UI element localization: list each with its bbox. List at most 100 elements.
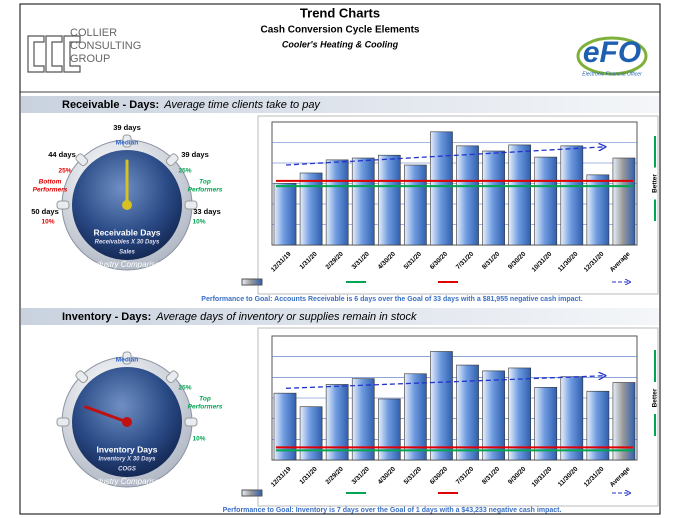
x-tick-label: 7/31/20 bbox=[455, 250, 476, 271]
bar bbox=[482, 150, 505, 246]
section-heading: Receivable - Days: Average time clients t… bbox=[62, 99, 321, 111]
legend-swatch bbox=[241, 278, 263, 286]
gauge-hub bbox=[122, 200, 132, 210]
x-tick-label: 11/30/20 bbox=[557, 465, 580, 488]
bar bbox=[273, 392, 297, 461]
section-title: Receivable - Days: bbox=[62, 99, 159, 111]
gauge-label: 39 days bbox=[113, 123, 141, 132]
legend-swatch bbox=[241, 489, 263, 497]
x-tick-label: 4/30/20 bbox=[377, 250, 398, 271]
gauge-tick bbox=[75, 370, 89, 384]
x-tick-label: 7/31/20 bbox=[455, 465, 476, 486]
footer-note: Performance to Goal: Inventory is 7 days… bbox=[223, 507, 562, 514]
gauge-tick bbox=[165, 153, 179, 167]
logo-right: eFO bbox=[583, 36, 641, 69]
bar bbox=[430, 131, 453, 246]
logo-caption: Electronic Financial Officer bbox=[582, 71, 642, 77]
side-label: Better bbox=[652, 174, 659, 193]
gauge-label: 25% bbox=[178, 385, 191, 392]
section-heading: Inventory - Days: Average days of invento… bbox=[62, 311, 417, 323]
gauge-label: 10% bbox=[192, 219, 205, 226]
section-band bbox=[21, 96, 659, 113]
gauge-label: Industry Comparison bbox=[90, 260, 164, 269]
x-tick-label: 8/31/20 bbox=[481, 465, 502, 486]
gauge-label: Top bbox=[199, 179, 211, 186]
chart-box bbox=[257, 327, 659, 507]
x-tick-label: 10/31/20 bbox=[531, 250, 554, 273]
trend-line bbox=[285, 147, 605, 166]
logo-text: GROUP bbox=[70, 53, 110, 65]
x-tick-label: 3/31/20 bbox=[351, 250, 372, 271]
gauge-label: Inventory X 30 Days bbox=[98, 457, 156, 463]
x-tick-label: 5/31/20 bbox=[403, 250, 424, 271]
bar bbox=[325, 159, 349, 246]
gauge-tick bbox=[165, 370, 179, 384]
logo-swoosh bbox=[576, 36, 648, 76]
x-tick-label: 2/29/20 bbox=[325, 250, 346, 271]
gauge-label: Bottom bbox=[39, 179, 62, 186]
logo-left bbox=[27, 35, 81, 73]
gauge-label: 25% bbox=[178, 168, 191, 175]
bar bbox=[534, 156, 558, 246]
bar bbox=[534, 387, 558, 461]
bar bbox=[586, 390, 610, 461]
gauge-label: Receivables X 30 Days bbox=[95, 240, 160, 246]
gauge-label: Industry Comparison bbox=[90, 477, 164, 486]
x-tick-label: 5/31/20 bbox=[403, 465, 424, 486]
section-band bbox=[21, 308, 659, 325]
side-label: Better bbox=[652, 388, 659, 407]
gauge-label: 10% bbox=[192, 436, 205, 443]
x-tick-label: 1/31/20 bbox=[298, 250, 319, 271]
bar bbox=[508, 144, 532, 246]
gauge-tick bbox=[75, 153, 89, 167]
gauge-label: 10% bbox=[41, 219, 54, 226]
bar bbox=[430, 351, 453, 461]
company-name: Cooler's Heating & Cooling bbox=[282, 39, 399, 49]
logo-text: COLLIER bbox=[70, 27, 117, 39]
gauge-label: 44 days bbox=[48, 150, 76, 159]
chart-box bbox=[257, 115, 659, 295]
x-tick-label: 12/31/19 bbox=[270, 250, 293, 273]
gauge-label: Performers bbox=[188, 187, 223, 194]
x-tick-label: 11/30/20 bbox=[557, 250, 580, 273]
x-tick-label: 9/30/20 bbox=[507, 465, 528, 486]
logo-text: CONSULTING bbox=[70, 40, 141, 52]
gauge-label: Performers bbox=[33, 187, 68, 194]
bar bbox=[508, 367, 532, 461]
bar bbox=[560, 145, 584, 246]
gauge-label: 39 days bbox=[181, 150, 209, 159]
gauge-label: 33 days bbox=[193, 207, 221, 216]
trend-line bbox=[285, 376, 605, 389]
gauge-label: Inventory Days bbox=[97, 444, 158, 454]
bar bbox=[482, 370, 505, 461]
section-subtitle: Average days of inventory or supplies re… bbox=[155, 311, 417, 323]
bar bbox=[456, 364, 479, 461]
bar bbox=[377, 154, 401, 246]
x-tick-label: 10/31/20 bbox=[531, 465, 554, 488]
gauge-label: 25% bbox=[58, 168, 71, 175]
gauge-label: Sales bbox=[119, 250, 135, 256]
bar bbox=[351, 378, 375, 461]
gauge-label: Receivable Days bbox=[93, 227, 160, 237]
bar bbox=[612, 382, 636, 461]
bar bbox=[560, 376, 584, 461]
x-tick-label: 6/30/20 bbox=[429, 250, 450, 271]
x-tick-label: 3/31/20 bbox=[351, 465, 372, 486]
x-tick-label: 6/30/20 bbox=[429, 465, 450, 486]
gauge-tick bbox=[56, 200, 70, 210]
bar bbox=[299, 172, 323, 246]
page-frame bbox=[19, 3, 661, 515]
x-tick-label: Average bbox=[609, 250, 632, 273]
page-subtitle: Cash Conversion Cycle Elements bbox=[261, 25, 420, 36]
bar bbox=[456, 145, 479, 246]
gauge-label: Performers bbox=[188, 404, 223, 411]
page-title: Trend Charts bbox=[300, 5, 380, 20]
gauge-tick bbox=[184, 417, 198, 427]
x-tick-label: 4/30/20 bbox=[377, 465, 398, 486]
bar bbox=[299, 406, 323, 461]
gauge-hub bbox=[122, 417, 132, 427]
gauge-tick bbox=[184, 200, 198, 210]
x-tick-label: 9/30/20 bbox=[507, 250, 528, 271]
bar bbox=[273, 182, 297, 246]
bar bbox=[325, 384, 349, 461]
